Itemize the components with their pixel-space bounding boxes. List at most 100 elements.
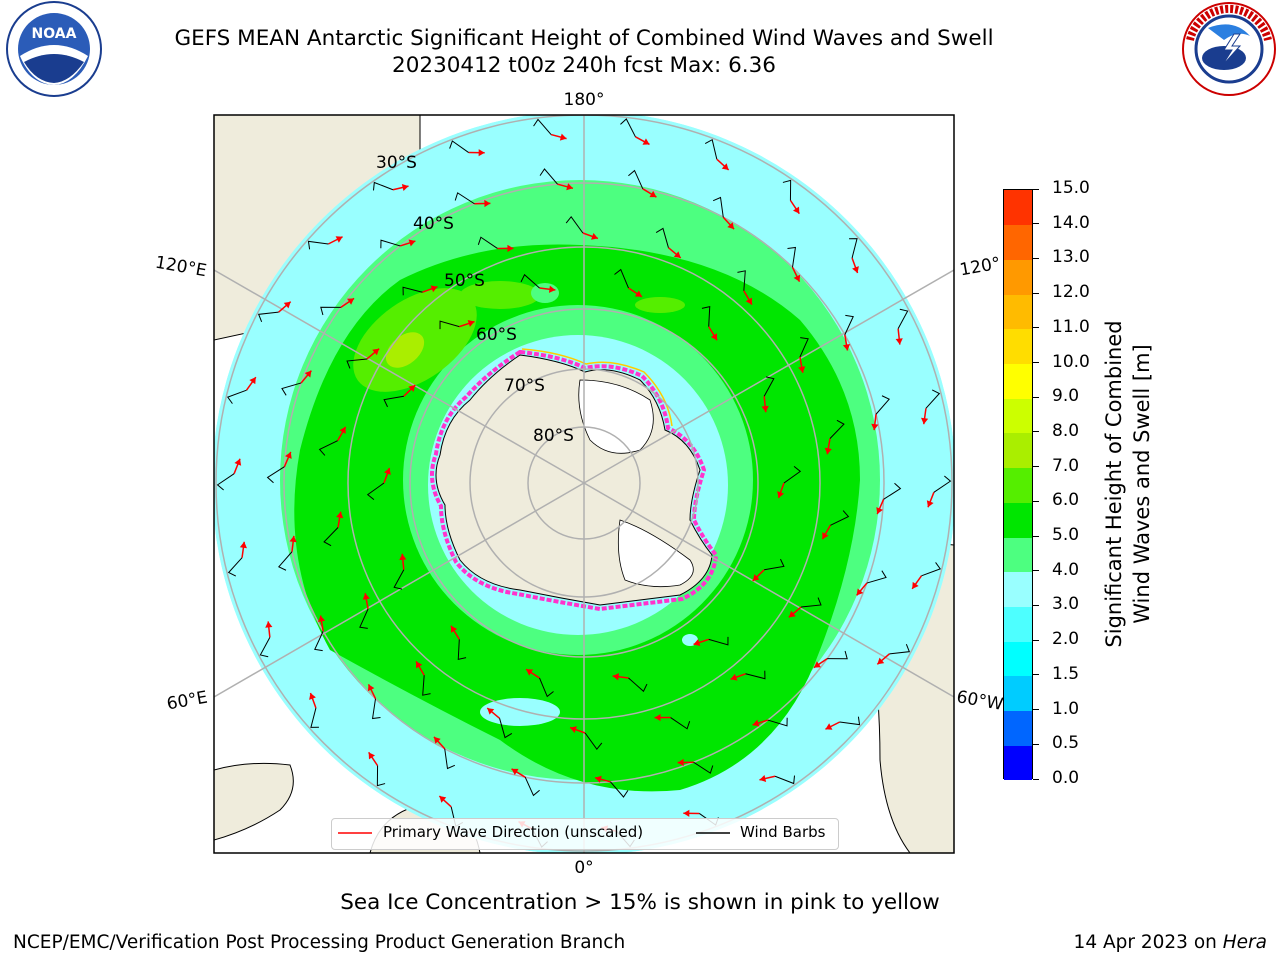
wind-barb	[281, 382, 302, 396]
wave-arrow-head	[727, 222, 735, 230]
colorbar-segment	[1004, 710, 1032, 746]
wind-barb	[704, 138, 718, 160]
wave-arrow-head	[871, 423, 879, 431]
wind-barb	[310, 707, 319, 728]
wind-barb	[933, 475, 952, 493]
lon-label-0: 0°	[574, 858, 593, 878]
colorbar-title-line1: Significant Height of Combined	[1102, 320, 1126, 648]
wind-barb	[539, 168, 558, 185]
colorbar-tick	[1033, 188, 1039, 190]
wind-barb	[449, 140, 469, 153]
wave-arrow-head	[912, 581, 919, 589]
colorbar-tick-label: 9.0	[1052, 386, 1080, 407]
colorbar	[1003, 189, 1033, 781]
lon-label-120e: 120°E	[154, 253, 208, 282]
wave-arrow-head	[433, 736, 441, 744]
wave-arrow-head	[926, 500, 934, 508]
wind-barb	[565, 215, 584, 234]
wave-arrow-head	[752, 719, 760, 727]
wave-arrow-head	[895, 338, 903, 345]
legend-wave-label: Primary Wave Direction (unscaled)	[383, 823, 644, 841]
wave-arrow-head	[595, 775, 602, 783]
lat-label-50s: 50°S	[444, 271, 485, 291]
wave-arrow-head	[548, 285, 556, 293]
wind-barb	[708, 636, 729, 646]
colorbar-tick-label: 14.0	[1052, 212, 1090, 233]
wind-barb	[670, 717, 691, 730]
wave-arrow-head	[384, 467, 391, 475]
colorbar-segment	[1004, 363, 1032, 399]
lon-label-180: 180°	[564, 90, 605, 110]
wind-barb	[849, 238, 858, 259]
legend-wind-label: Wind Barbs	[740, 823, 826, 841]
colorbar-segment	[1004, 190, 1032, 226]
colorbar-tick	[1033, 431, 1039, 433]
wind-barb	[524, 776, 540, 797]
wind-barb	[883, 482, 902, 500]
colorbar-tick	[1033, 500, 1039, 502]
colorbar-segment	[1004, 259, 1032, 295]
latitude-labels: 30°S 40°S 50°S 60°S 70°S 80°S	[376, 153, 574, 446]
colorbar-tick-label: 15.0	[1052, 178, 1090, 198]
wave-arrow-head	[752, 574, 760, 581]
colorbar-tick	[1033, 570, 1039, 572]
colorbar-segment	[1004, 571, 1032, 607]
wind-barb	[278, 551, 293, 571]
wave-arrow-head	[793, 274, 801, 282]
wave-arrow-head	[372, 348, 380, 356]
wave-arrow-head	[793, 206, 800, 214]
wave-arrow-head	[416, 661, 423, 669]
wind-barb	[614, 268, 629, 289]
wind-barb	[372, 181, 394, 191]
colorbar-segment	[1004, 328, 1032, 365]
colorbar-tick	[1033, 604, 1039, 606]
wave-arrow-head	[654, 713, 661, 722]
wave-arrow-head	[761, 405, 769, 413]
colorbar-segment	[1004, 224, 1032, 260]
wind-barb	[314, 631, 324, 652]
wave-arrow-head	[309, 692, 316, 700]
wave-arrow-head	[304, 370, 312, 378]
wind-barb	[866, 570, 887, 584]
wind-barb	[763, 376, 775, 397]
wave-arrow-head	[239, 541, 247, 549]
map-legend: Primary Wave Direction (unscaled) Wind B…	[331, 818, 839, 850]
wind-barb	[323, 527, 339, 547]
colorbar-segment	[1004, 294, 1032, 330]
colorbar-tick-label: 3.0	[1052, 594, 1080, 615]
lat-label-30s: 30°S	[376, 153, 417, 173]
wind-barb	[782, 179, 792, 201]
wind-barb	[346, 358, 367, 369]
wave-arrow-head	[683, 809, 690, 817]
chart-subtitle: 20230412 t00z 240h fcst Max: 6.36	[392, 53, 776, 78]
colorbar-tick	[1033, 257, 1039, 259]
wave-arrow-head	[570, 726, 577, 734]
colorbar-tick-label: 0.0	[1052, 768, 1080, 788]
colorbar-segment	[1004, 745, 1032, 781]
wind-barb	[628, 677, 648, 693]
wave-arrow-head	[591, 232, 598, 240]
wave-arrow-head	[467, 320, 475, 327]
wind-barb	[889, 644, 911, 655]
footer-credit: NCEP/EMC/Verification Post Processing Pr…	[13, 932, 626, 953]
colorbar-tick	[1033, 396, 1039, 398]
sea-ice-edge	[430, 349, 719, 612]
wind-barb	[444, 748, 456, 770]
wind-barb	[257, 311, 279, 322]
lat-label-60s: 60°S	[476, 325, 517, 345]
colorbar-title-line2: Wind Waves and Swell [m]	[1130, 344, 1154, 624]
lon-label-60e: 60°E	[165, 688, 209, 715]
colorbar-tick	[1033, 535, 1039, 537]
colorbar-tick-label: 5.0	[1052, 525, 1080, 546]
wave-arrow-head	[759, 774, 767, 783]
wind-barb	[829, 419, 845, 439]
wave-arrow-head	[249, 377, 256, 385]
wave-arrow-head	[283, 301, 291, 309]
colorbar-tick-label: 10.0	[1052, 351, 1090, 372]
wind-barb	[737, 270, 746, 291]
wave-arrow-head	[484, 199, 491, 208]
colorbar-tick-label: 6.0	[1052, 490, 1080, 511]
colorbar-tick	[1033, 327, 1039, 329]
colorbar-tick-label: 12.0	[1052, 282, 1090, 303]
wave-arrow-head	[367, 684, 375, 692]
